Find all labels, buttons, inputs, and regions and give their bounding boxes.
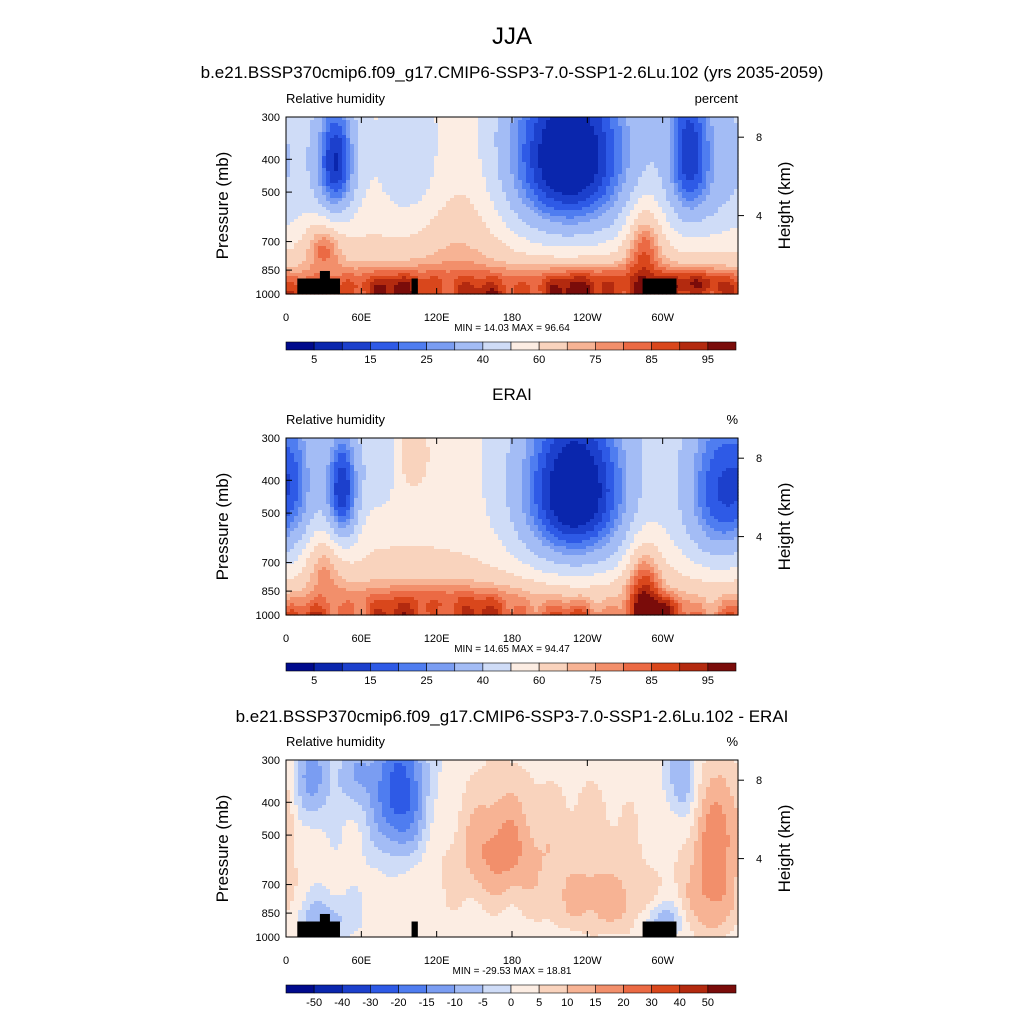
panel-1: b.e21.BSSP370cmip6.f09_g17.CMIP6-SSP3-7.… [201, 63, 824, 366]
panel-title: b.e21.BSSP370cmip6.f09_g17.CMIP6-SSP3-7.… [201, 63, 824, 82]
panel-units-label: percent [695, 91, 739, 106]
heatmap-field [286, 117, 739, 295]
panel-variable-label: Relative humidity [286, 91, 385, 106]
figure-title: JJA [492, 23, 532, 50]
